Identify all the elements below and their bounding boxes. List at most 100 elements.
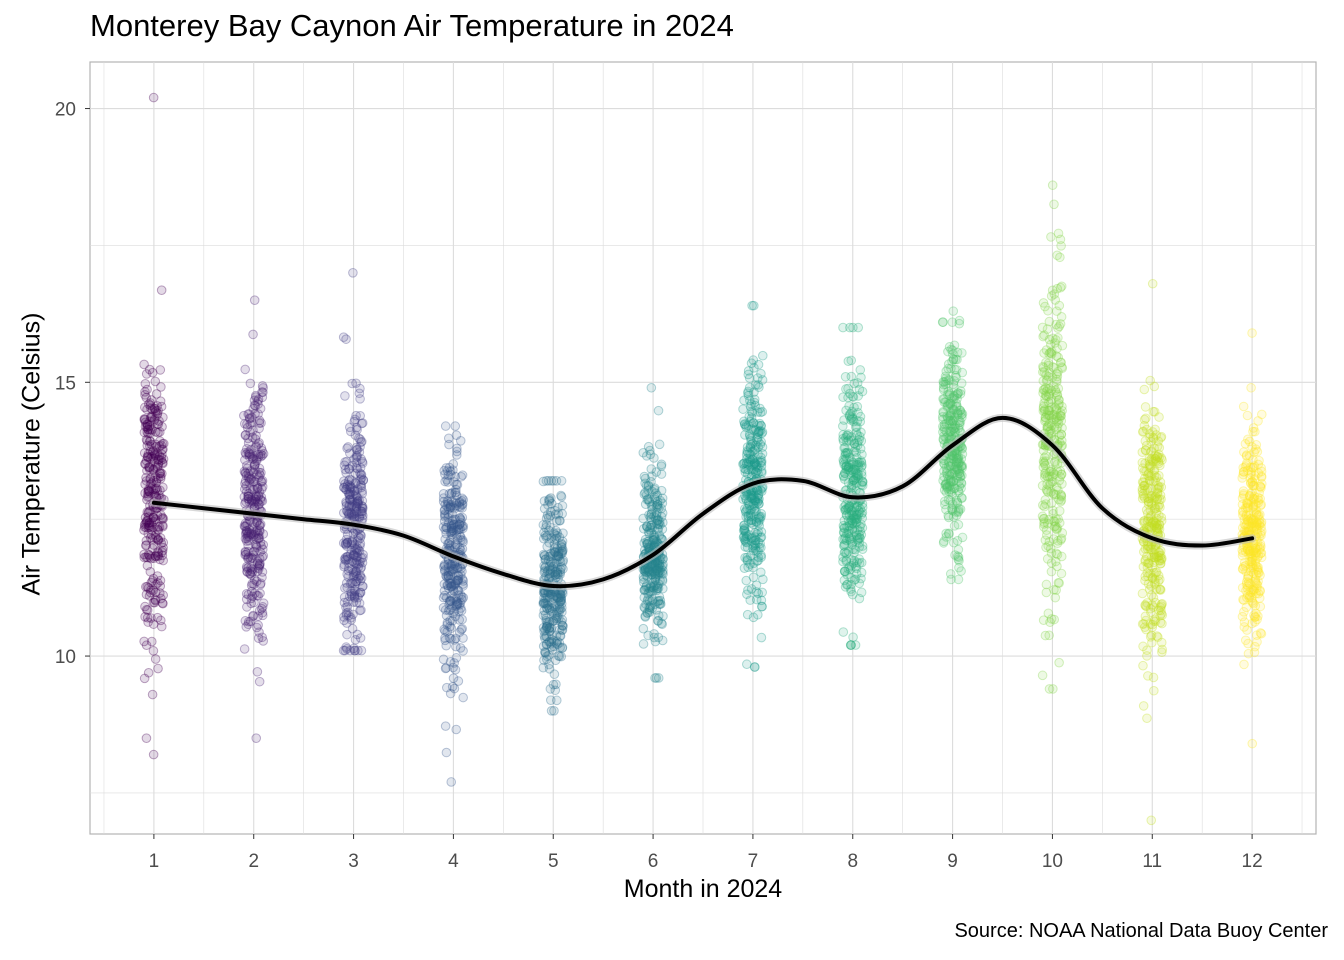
data-point	[441, 682, 452, 693]
data-point	[451, 490, 462, 501]
data-point	[241, 622, 252, 632]
data-point	[451, 500, 462, 511]
data-point	[1049, 199, 1059, 210]
data-point	[250, 464, 260, 475]
data-point	[646, 382, 657, 393]
data-point	[339, 592, 350, 603]
data-point	[153, 525, 164, 536]
data-point	[257, 632, 267, 643]
data-point	[449, 581, 459, 591]
data-point	[948, 306, 959, 316]
data-point	[1041, 579, 1052, 590]
data-point	[252, 482, 262, 492]
data-point	[251, 491, 262, 502]
data-point	[245, 569, 255, 579]
data-point	[257, 392, 268, 403]
data-point	[355, 587, 366, 598]
data-point	[1039, 519, 1049, 529]
data-point	[353, 496, 363, 507]
data-point	[143, 491, 154, 502]
data-point	[457, 499, 468, 509]
data-point	[355, 434, 365, 445]
data-point	[248, 611, 258, 622]
data-point	[446, 581, 457, 592]
data-point	[447, 508, 457, 519]
data-point	[358, 510, 368, 521]
data-point	[851, 569, 862, 579]
data-point	[445, 605, 455, 615]
data-point	[355, 474, 366, 485]
data-point	[341, 484, 351, 495]
data-point	[157, 439, 168, 449]
data-point	[349, 570, 359, 580]
data-point	[1041, 587, 1052, 598]
data-point	[1047, 285, 1058, 296]
data-point	[446, 540, 456, 551]
data-point	[140, 402, 150, 413]
data-point	[354, 433, 364, 444]
data-point	[245, 449, 255, 459]
data-point	[242, 422, 253, 433]
data-point	[446, 534, 456, 544]
data-point	[551, 516, 562, 526]
grid-lines	[90, 62, 1316, 834]
data-point	[149, 450, 160, 460]
data-point	[442, 580, 452, 590]
data-point	[139, 673, 150, 684]
data-point	[443, 571, 454, 581]
data-point	[457, 623, 468, 634]
data-point	[148, 512, 159, 523]
data-point	[243, 540, 253, 551]
data-point	[256, 496, 266, 506]
data-point	[550, 610, 560, 620]
data-point	[453, 575, 463, 585]
data-point	[145, 473, 156, 484]
data-point	[448, 502, 459, 513]
data-point	[158, 454, 169, 464]
data-point	[454, 600, 465, 610]
data-point	[448, 465, 458, 475]
data-point	[245, 427, 255, 437]
data-point	[254, 627, 264, 637]
data-point	[452, 540, 463, 551]
data-point	[240, 476, 251, 486]
data-point	[155, 588, 165, 598]
data-point	[348, 609, 358, 620]
data-point	[940, 379, 951, 390]
data-point	[149, 414, 160, 425]
data-point	[146, 517, 157, 528]
data-point	[556, 617, 567, 627]
data-point	[147, 689, 158, 700]
data-point	[357, 581, 368, 592]
data-point	[256, 443, 267, 453]
data-point	[458, 592, 469, 603]
data-point	[356, 530, 366, 541]
data-point	[257, 552, 268, 562]
data-point	[247, 452, 257, 462]
data-point	[354, 511, 364, 522]
data-point	[1248, 501, 1259, 512]
data-point	[142, 404, 152, 415]
data-point	[1249, 564, 1259, 574]
data-point	[350, 468, 361, 479]
data-point	[438, 592, 449, 603]
data-point	[347, 509, 357, 520]
data-point	[246, 473, 256, 484]
data-point	[346, 482, 356, 492]
data-point	[352, 496, 363, 506]
data-point	[342, 443, 352, 454]
data-point	[441, 640, 452, 651]
data-point	[456, 545, 466, 556]
data-point	[541, 519, 552, 530]
data-point	[149, 597, 160, 608]
data-point	[852, 416, 863, 426]
data-point	[252, 666, 263, 677]
data-point	[448, 593, 458, 604]
data-point	[344, 509, 354, 520]
data-point	[449, 683, 460, 694]
data-point	[241, 496, 251, 507]
data-point	[144, 420, 155, 431]
data-point	[641, 490, 652, 500]
data-point	[241, 486, 252, 497]
data-point	[145, 506, 155, 516]
